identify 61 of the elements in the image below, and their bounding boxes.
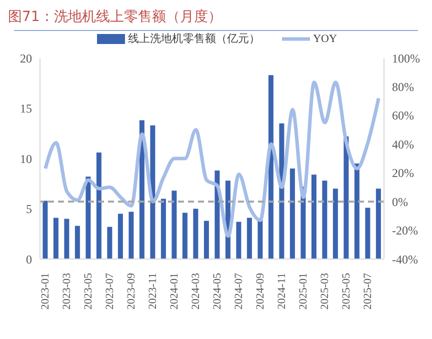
y2-tick-label: -40% [392, 252, 418, 266]
x-tick-label: 2023-07 [104, 272, 116, 310]
y-tick-label: 20 [20, 51, 32, 66]
x-tick-label: 2024-11 [276, 273, 288, 310]
bar [376, 188, 381, 259]
y2-tick-label: 40% [392, 137, 414, 152]
bar [160, 198, 166, 259]
bar [246, 218, 252, 259]
bar [172, 190, 177, 259]
legend-label: YOY [313, 32, 337, 44]
chart-title: 图71：洗地机线上零售额（月度） [8, 8, 222, 26]
bar [332, 188, 338, 259]
y2-tick-label: 0% [392, 194, 408, 209]
x-tick-label: 2024-09 [254, 272, 266, 310]
x-tick-label: 2024-05 [211, 272, 224, 310]
x-tick-label: 2023-01 [39, 273, 52, 310]
x-tick-label: 2024-07 [232, 272, 245, 310]
x-tick-label: 2023-03 [60, 272, 73, 310]
y2-tick-label: 80% [392, 80, 414, 94]
x-tick-label: 2025-05 [340, 272, 352, 310]
x-tick-label: 2025-03 [318, 272, 331, 310]
bar [258, 218, 263, 259]
y2-tick-label: 60% [392, 108, 414, 123]
y2-tick-label: 100% [392, 51, 420, 66]
bar [290, 168, 295, 259]
x-tick-label: 2025-01 [297, 273, 310, 310]
y-tick-label: 5 [26, 202, 32, 216]
y-tick-label: 15 [20, 102, 32, 116]
x-tick-label: 2024-01 [168, 273, 180, 310]
bar [118, 214, 123, 259]
legend-label: 线上洗地机零售额（亿元） [128, 32, 260, 46]
line-series [44, 80, 380, 238]
bar [365, 208, 370, 259]
bar [268, 75, 274, 259]
bar [214, 170, 220, 259]
bar [64, 218, 70, 259]
y2-tick-label: -20% [392, 224, 418, 238]
y-tick-label: 0 [26, 252, 32, 266]
bar [204, 220, 209, 259]
bar [354, 164, 360, 259]
bar [42, 200, 48, 259]
x-tick-label: 2024-03 [190, 272, 202, 310]
bar [107, 226, 112, 259]
bar [53, 218, 58, 259]
bar [311, 174, 316, 259]
bar [344, 136, 349, 259]
bar [74, 226, 80, 259]
x-tick-label: 2023-05 [82, 272, 94, 310]
bar [96, 152, 102, 259]
y2-tick-label: 20% [392, 166, 414, 180]
bar [193, 208, 198, 259]
bar [236, 222, 242, 259]
y-tick-label: 10 [20, 152, 32, 166]
bar [128, 212, 134, 259]
x-tick-label: 2025-07 [362, 272, 374, 310]
x-tick-label: 2023-11 [146, 273, 159, 310]
bar [322, 180, 328, 259]
bar [86, 176, 91, 259]
x-tick-label: 2023-09 [125, 272, 138, 310]
bar [182, 212, 188, 259]
bar [150, 125, 156, 259]
